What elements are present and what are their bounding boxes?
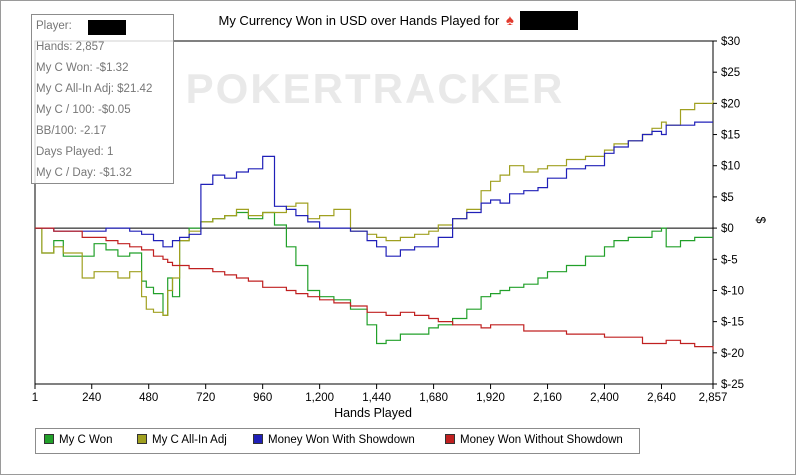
stat-c-allin-adj: My C All-In Adj: $21.42 [36, 83, 153, 95]
stat-bb-per-100: BB/100: -2.17 [36, 125, 107, 137]
legend-item-c-won[interactable]: My C Won [44, 433, 113, 446]
redacted-player-label [88, 20, 126, 35]
legend-swatch-c-allin-adj [137, 433, 147, 444]
y-tick-label-5: $5 [721, 192, 734, 204]
series-line-0 [35, 211, 713, 345]
legend-label-c-won: My C Won [59, 434, 113, 446]
x-tick-label-8: 1,920 [476, 392, 505, 404]
chart-legend: My C Won My C All-In Adj Money Won With … [35, 428, 640, 454]
stat-player: Player: [36, 20, 72, 32]
y-tick-label-3: $15 [721, 130, 740, 142]
y-tick-label-2: $20 [721, 98, 740, 110]
x-tick-label-1: 240 [82, 392, 101, 404]
plot-area-border [34, 40, 714, 385]
x-tick-label-9: 2,160 [533, 392, 562, 404]
legend-label-with-showdown: Money Won With Showdown [268, 434, 415, 446]
series-line-3 [35, 227, 714, 350]
legend-item-c-allin-adj[interactable]: My C All-In Adj [137, 433, 227, 446]
x-tick-label-4: 960 [253, 392, 272, 404]
y-tick-label-11: $-25 [721, 379, 744, 391]
legend-label-without-showdown: Money Won Without Showdown [460, 434, 623, 446]
stat-c-per-day: My C / Day: -$1.32 [36, 167, 132, 179]
stat-c-per-100: My C / 100: -$0.05 [36, 104, 131, 116]
x-tick-label-5: 1,200 [305, 392, 334, 404]
legend-swatch-c-won [44, 433, 54, 444]
series-line-2 [35, 121, 713, 257]
x-tick-label-11: 2,640 [647, 392, 676, 404]
stat-days-played: Days Played: 1 [36, 146, 114, 158]
redacted-player-name [519, 11, 578, 30]
stat-c-won: My C Won: -$1.32 [36, 62, 129, 74]
legend-swatch-without-showdown [445, 433, 455, 444]
y-tick-label-8: $-10 [721, 285, 744, 297]
legend-label-c-allin-adj: My C All-In Adj [152, 434, 227, 446]
y-tick-label-10: $-20 [721, 348, 744, 360]
legend-swatch-with-showdown [253, 433, 263, 444]
legend-item-without-showdown[interactable]: Money Won Without Showdown [445, 433, 623, 446]
stat-hands: Hands: 2,857 [36, 41, 105, 53]
chart-title: My Currency Won in USD over Hands Played… [0, 11, 796, 30]
x-tick-label-6: 1,440 [362, 392, 391, 404]
legend-item-with-showdown[interactable]: Money Won With Showdown [253, 433, 415, 446]
x-tick-label-12: 2,857 [699, 392, 728, 404]
x-tick-label-3: 720 [196, 392, 215, 404]
y-tick-label-7: $-5 [721, 254, 738, 266]
x-tick-label-0: 1 [32, 392, 38, 404]
y-tick-label-6: $0 [721, 223, 734, 235]
player-stats-box: Player: Hands: 2,857 My C Won: -$1.32 My… [31, 14, 174, 184]
y-axis-title: $ [753, 216, 768, 224]
x-tick-label-10: 2,400 [590, 392, 619, 404]
chart-title-text: My Currency Won in USD over Hands Played… [218, 13, 500, 28]
x-axis-title: Hands Played [334, 406, 412, 420]
x-tick-label-7: 1,680 [419, 392, 448, 404]
x-tick-label-2: 480 [139, 392, 158, 404]
y-tick-label-4: $10 [721, 161, 740, 173]
y-tick-label-0: $30 [721, 36, 740, 48]
y-tick-label-9: $-15 [721, 317, 744, 329]
y-tick-label-1: $25 [721, 67, 740, 79]
spade-icon: ♠ [505, 12, 514, 29]
pokertracker-watermark: POKERTRACKER [186, 65, 565, 112]
